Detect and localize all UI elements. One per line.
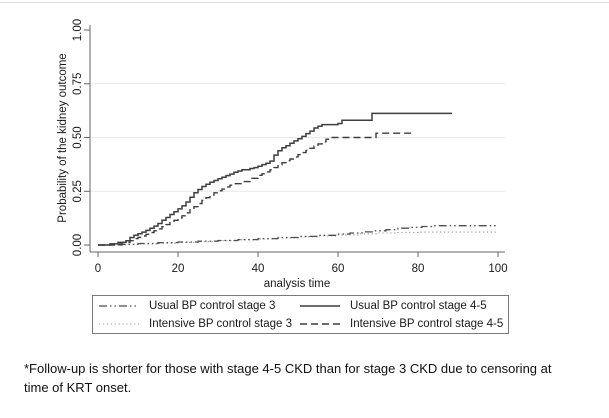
legend-label: Usual BP control stage 3 bbox=[149, 299, 276, 312]
series-intensive-bp-stage45 bbox=[98, 132, 412, 246]
series-usual-bp-stage45 bbox=[98, 112, 452, 246]
figure-footnote: *Follow-up is shorter for those with sta… bbox=[24, 360, 599, 398]
legend-label: Usual BP control stage 4-5 bbox=[350, 299, 487, 312]
legend-item-intensive-stage45: Intensive BP control stage 4-5 bbox=[294, 315, 508, 332]
x-tick-label: 0 bbox=[95, 263, 101, 275]
y-tick-label: 0.50 bbox=[72, 126, 84, 148]
x-tick-label: 60 bbox=[332, 263, 345, 275]
x-tick-label: 40 bbox=[252, 263, 265, 275]
y-tick-label: 0.75 bbox=[72, 73, 84, 95]
series-usual-bp-stage3 bbox=[98, 225, 498, 246]
x-axis-title: analysis time bbox=[263, 278, 331, 290]
legend-item-usual-stage3: Usual BP control stage 3 bbox=[93, 297, 294, 314]
legend-label: Intensive BP control stage 3 bbox=[149, 317, 292, 330]
footnote-line-2: time of KRT onset. bbox=[24, 379, 132, 395]
y-tick-label: 0.00 bbox=[72, 234, 84, 256]
y-tick-label: 0.25 bbox=[72, 180, 84, 202]
y-tick-label: 1.00 bbox=[72, 19, 84, 41]
solid-line-sample-icon bbox=[300, 304, 340, 307]
x-tick-label: 20 bbox=[172, 263, 185, 275]
x-tick-label: 80 bbox=[412, 263, 425, 275]
chart-legend: Usual BP control stage 3 Usual BP contro… bbox=[92, 295, 509, 334]
footnote-line-1: *Follow-up is shorter for those with sta… bbox=[24, 361, 552, 376]
image-top-border bbox=[0, 2, 609, 3]
legend-item-usual-stage45: Usual BP control stage 4-5 bbox=[294, 297, 508, 314]
dotted-line-sample-icon bbox=[99, 322, 139, 325]
y-axis-title: Probability of the kidney outcome bbox=[57, 53, 69, 223]
x-tick-label: 100 bbox=[488, 263, 507, 275]
dash-dot-line-sample-icon bbox=[99, 304, 139, 307]
legend-label: Intensive BP control stage 4-5 bbox=[350, 317, 504, 330]
legend-item-intensive-stage3: Intensive BP control stage 3 bbox=[93, 315, 294, 332]
dashed-line-sample-icon bbox=[300, 322, 340, 325]
